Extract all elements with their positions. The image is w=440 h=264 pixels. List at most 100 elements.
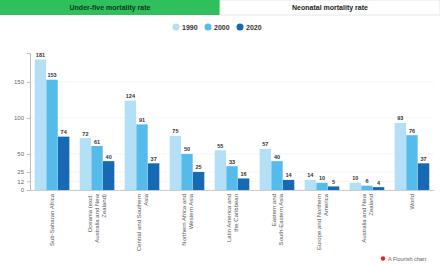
legend: 1990 2000 2020 [173,24,262,31]
y-tick-label: 25 [17,169,24,175]
legend-label: 2020 [246,24,262,31]
data-label: 75 [172,128,178,134]
x-tick: Sub-Saharan Africa [49,190,55,246]
data-label: 37 [421,156,427,162]
data-label: 181 [36,52,45,58]
y-tick-mark [27,190,30,191]
y-tick-mark [27,82,30,83]
y-axis-line [27,54,31,191]
bar [395,123,406,190]
grid [30,82,434,190]
bar [283,180,294,190]
data-label: 74 [61,129,68,135]
bar [91,146,102,190]
y-axis: 0122550100150 [14,54,31,194]
bar [181,154,192,190]
x-tick: Australia and NewZealand [361,190,374,243]
data-label: 10 [319,175,325,181]
x-tick: Northern Africa andWestern Asia [181,190,194,246]
tab[interactable] [220,0,440,15]
bars [35,59,430,190]
data-label: 10 [352,175,358,181]
data-label: 6 [365,178,368,184]
y-tick-label: 150 [14,79,25,85]
bar [148,163,159,190]
grid-line [30,81,434,82]
bar [35,59,46,190]
data-label: 16 [241,171,247,177]
grid-line [30,117,434,118]
data-label: 55 [217,143,223,149]
bar [80,138,91,190]
bar [260,149,271,190]
bar [170,136,181,190]
y-tick-label: 50 [17,151,24,157]
legend-label: 2000 [214,24,230,31]
data-label: 93 [397,115,403,121]
chart: Under-five mortality rate Neonatal mortal… [0,0,440,264]
x-axis-line [31,190,435,191]
tab-label[interactable]: Under-five mortality rate [70,4,151,12]
data-label: 124 [126,93,136,99]
x-tick-label: Latin America andthe Caribbean [226,194,239,242]
data-label: 4 [377,180,381,186]
y-tick-mark [27,118,30,119]
x-tick-label: Oceania (excl.Australia and NewZealand) [87,193,107,242]
x-tick-label: Northern Africa andWestern Asia [181,193,194,245]
bar [328,186,339,190]
data-label: 91 [139,117,145,123]
data-label: 57 [262,141,268,147]
bar [373,187,384,190]
bar [215,150,226,190]
x-tick: Oceania (excl.Australia and NewZealand) [87,190,107,243]
data-label: 33 [229,159,235,165]
bar [238,178,249,190]
data-label: 37 [151,156,157,162]
bar [125,101,136,190]
legend-swatch [205,24,212,31]
y-tick-label: 12 [17,179,24,185]
y-tick: 25 [17,169,30,175]
y-tick: 100 [14,115,30,121]
x-tick-label: Sub-Saharan Africa [49,193,55,246]
x-tick: Central and SouthernAsia [136,190,149,251]
bar [193,172,204,190]
bar [103,161,114,190]
y-tick: 12 [17,179,30,185]
bar [58,137,69,190]
x-tick-label: Eastern andSouth-Eastern Asia [271,193,284,245]
footer-icon[interactable] [381,256,385,260]
tab-active[interactable] [0,0,220,15]
bar [316,183,327,190]
data-label: 72 [82,131,88,137]
x-tick: Eastern andSouth-Eastern Asia [271,190,284,245]
bar [418,163,429,190]
data-label: 14 [307,172,314,178]
bar [350,183,361,190]
x-tick-label: Australia and NewZealand [361,193,374,242]
x-tick: Europe and NorthernAmerica [316,190,329,250]
bar [406,135,417,190]
x-tick-label: World [409,194,415,210]
bar [136,124,147,190]
x-tick-label: Central and SouthernAsia [136,193,149,251]
data-label: 14 [286,172,293,178]
data-labels: 1817212475555714109315361915033401067674… [36,52,427,186]
bar [226,166,237,190]
bar [305,180,316,190]
y-tick-mark [27,172,30,173]
data-label: 40 [274,154,280,160]
tab-label[interactable]: Neonatal mortality rate [292,4,368,12]
x-tick: World [409,190,415,210]
y-tick-mark [27,154,30,155]
legend-label: 1990 [182,24,198,31]
x-tick-label: Europe and NorthernAmerica [316,193,329,250]
bar [46,80,57,190]
data-label: 76 [409,128,415,134]
bar [361,186,372,190]
y-tick-mark [27,181,30,182]
data-label: 61 [94,139,100,145]
footer[interactable]: A Flourish chart [388,256,427,262]
data-label: 50 [184,146,190,152]
x-axis: Sub-Saharan Africa Oceania (excl.Australi… [31,190,435,251]
